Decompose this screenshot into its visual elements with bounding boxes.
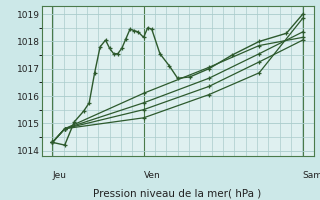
Text: Sam: Sam [303, 171, 320, 180]
Text: Ven: Ven [144, 171, 160, 180]
Text: Jeu: Jeu [52, 171, 67, 180]
Text: Pression niveau de la mer( hPa ): Pression niveau de la mer( hPa ) [93, 189, 262, 199]
